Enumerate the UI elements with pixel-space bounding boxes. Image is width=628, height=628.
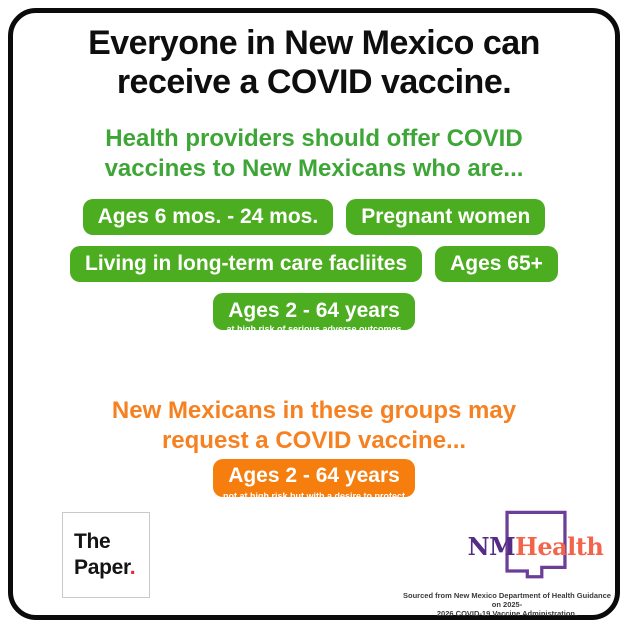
source-citation-line1: Sourced from New Mexico Department of He… [403,591,611,609]
pill-subtext-high-risk: at high risk of serious adverse outcomes [226,324,402,330]
request-pill-row: Ages 2 - 64 years not at high risk but w… [20,459,608,497]
paper-logo-line2: Paper. [74,556,136,579]
pill-ages-2-64-request: Ages 2 - 64 years not at high risk but w… [213,459,415,497]
pill-label: Pregnant women [361,205,531,228]
offer-pill-row-2: Living in long-term care facliites Ages … [20,246,608,282]
pill-label: Ages 2 - 64 years [228,464,400,487]
pill-subtext-not-high-risk: not at high risk but with a desire to pr… [222,491,405,497]
paper-logo-line1: The [74,530,111,553]
nmhealth-nm-text: NM [467,532,516,561]
offer-heading-line1: Health providers should offer COVID [105,125,523,152]
pill-long-term-care: Living in long-term care facliites [70,246,423,282]
page-title-line1: Everyone in New Mexico can [88,24,540,62]
source-citation-line2: 2026 COVID-19 Vaccine Administration. [436,609,578,618]
pill-ages-65-plus: Ages 65+ [435,246,558,282]
pill-label: Ages 6 mos. - 24 mos. [97,205,319,228]
pill-ages-6-24-mos: Ages 6 mos. - 24 mos. [82,199,334,235]
nmhealth-health-text: Health [515,532,604,561]
offer-pill-row-1: Ages 6 mos. - 24 mos. Pregnant women [20,199,608,235]
the-paper-logo: The Paper. [62,512,150,598]
new-mexico-state-outline-icon [505,510,567,579]
nmhealth-wordmark: NMHealth [463,532,608,561]
pill-ages-2-64-high-risk: Ages 2 - 64 years at high risk of seriou… [213,293,415,330]
offer-section-heading: Health providers should offer COVID vacc… [30,124,598,184]
request-heading-line2: request a COVID vaccine... [161,427,467,454]
nmhealth-logo: NMHealth [463,506,608,586]
paper-logo-period: . [129,556,136,579]
offer-pill-row-3: Ages 2 - 64 years at high risk of seriou… [20,293,608,330]
offer-heading-line2: vaccines to New Mexicans who are... [104,155,524,182]
page-title-line2: receive a COVID vaccine. [116,63,512,101]
pill-pregnant-women: Pregnant women [346,199,546,235]
pill-label: Living in long-term care facliites [85,252,408,275]
source-citation: Sourced from New Mexico Department of He… [400,591,614,618]
page-title: Everyone in New Mexico can receive a COV… [30,24,598,102]
request-heading-line1: New Mexicans in these groups may [111,397,517,424]
pill-label: Ages 65+ [450,252,543,275]
request-section-heading: New Mexicans in these groups may request… [30,396,598,456]
pill-label: Ages 2 - 64 years [228,299,400,322]
